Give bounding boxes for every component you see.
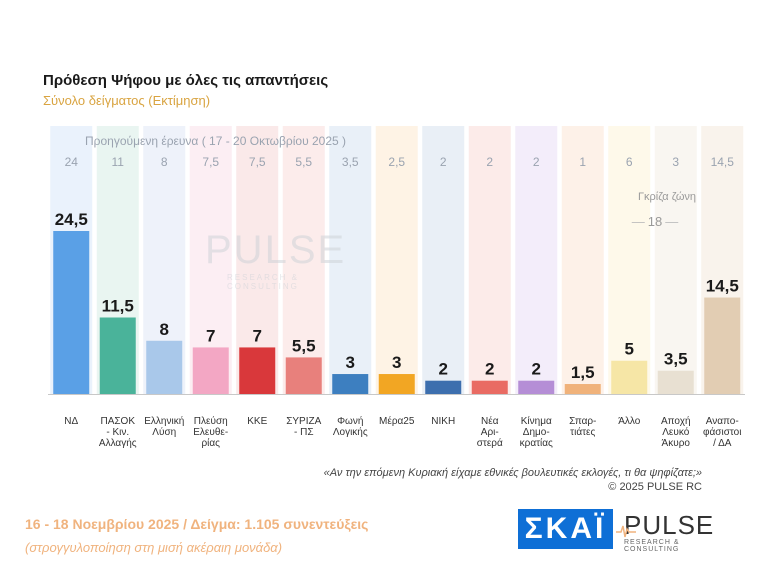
category-label: Άλλο — [618, 416, 641, 427]
bar — [146, 340, 183, 394]
bar — [704, 297, 741, 394]
value-label: 14,5 — [706, 277, 739, 296]
watermark-sub: RESEARCH & CONSULTING — [227, 273, 300, 291]
rounding-note: (στρογγυλοποίηση στη μισή ακέραιη μονάδα… — [25, 540, 283, 555]
previous-value: 2 — [440, 155, 447, 169]
value-label: 24,5 — [55, 210, 88, 229]
copyright: © 2025 PULSE RC — [608, 481, 702, 493]
bar — [332, 374, 369, 394]
previous-value: 2,5 — [388, 155, 405, 169]
category-label: ΝΔ — [64, 416, 78, 427]
category-label: ΚΚΕ — [247, 416, 267, 427]
previous-survey-label: Προηγούμενη έρευνα ( 17 - 20 Οκτωβρίου 2… — [85, 134, 346, 148]
column-tint — [329, 126, 372, 394]
survey-dates-sample: 16 - 18 Νοεμβρίου 2025 / Δείγμα: 1.105 σ… — [25, 516, 369, 532]
previous-value: 7,5 — [202, 155, 219, 169]
pulse-watermark: PULSE RESEARCH & CONSULTING — [205, 228, 365, 291]
category-label: Σπαρ-τιάτες — [569, 416, 596, 438]
pulse-wave-icon — [616, 525, 636, 538]
bar — [518, 380, 555, 394]
survey-question: «Αν την επόμενη Κυριακή είχαμε εθνικές β… — [323, 467, 702, 479]
previous-value: 5,5 — [295, 155, 312, 169]
column-tint — [282, 126, 325, 394]
value-label: 7 — [253, 326, 262, 345]
category-label: Μέρα25 — [379, 415, 415, 427]
bar — [611, 360, 648, 394]
bar — [564, 384, 601, 394]
value-label: 11,5 — [102, 296, 134, 315]
column-tint — [422, 126, 465, 394]
previous-value: 7,5 — [249, 155, 266, 169]
column-tint — [561, 126, 604, 394]
bar — [471, 380, 508, 394]
category-label: Πλεύση Ελευθε-ρίας — [193, 415, 228, 449]
category-label: Ελληνική Λύση — [144, 415, 184, 438]
category-label: ΝΙΚΗ — [431, 416, 455, 427]
value-label: 2 — [485, 360, 494, 379]
bar — [99, 317, 136, 394]
previous-value: 1 — [579, 155, 586, 169]
pulse-logo: PULSE RESEARCH & CONSULTING — [616, 510, 734, 553]
category-label: Αποχή Λευκό Άκυρο — [661, 415, 691, 449]
column-tint — [515, 126, 558, 394]
bar — [239, 347, 276, 394]
previous-value: 6 — [626, 155, 633, 169]
skai-logo: ΣΚΑΪ — [518, 509, 613, 549]
category-label: Αναπο-φάσιστοι / ΔΑ — [703, 416, 741, 449]
category-label: Κίνημα Δημο-κρατίας — [520, 415, 553, 449]
column-tint — [608, 126, 651, 394]
value-label: 3 — [346, 353, 355, 372]
previous-value: 8 — [161, 155, 168, 169]
grey-zone-label: Γκρίζα ζώνη — [637, 191, 697, 203]
pulse-logo-sub: RESEARCH & CONSULTING — [624, 539, 680, 553]
value-label: 5,5 — [292, 336, 316, 355]
watermark-text: PULSE — [205, 228, 347, 272]
category-label: Νέα Αρι-στερά — [477, 415, 503, 449]
pulse-logo-text: PULSE — [624, 510, 715, 540]
previous-value: 2 — [533, 155, 540, 169]
chart-subtitle: Σύνολο δείγματος (Εκτίμηση) — [43, 93, 211, 108]
previous-value: 11 — [112, 155, 125, 169]
category-label: ΣΥΡΙΖΑ - ΠΣ — [286, 416, 321, 438]
value-label: 5 — [625, 340, 634, 359]
chart-title: Πρόθεση Ψήφου με όλες τις απαντήσεις — [43, 72, 329, 89]
previous-value: 24 — [65, 155, 79, 169]
column-tint — [654, 126, 697, 394]
category-label: ΠΑΣΟΚ - Κιν. Αλλαγής — [99, 416, 137, 449]
category-label: Φωνή Λογικής — [333, 415, 368, 438]
bar — [192, 347, 229, 394]
value-label: 8 — [160, 320, 169, 339]
bar — [657, 370, 694, 394]
bar — [285, 357, 322, 394]
previous-value: 3,5 — [342, 155, 359, 169]
value-label: 3 — [392, 353, 401, 372]
value-label: 3,5 — [664, 350, 688, 369]
value-label: 1,5 — [571, 363, 595, 382]
previous-value: 3 — [672, 155, 679, 169]
bar — [53, 231, 90, 394]
grey-zone-value: 18 — [620, 214, 690, 229]
previous-value: 14,5 — [711, 155, 735, 169]
value-label: 7 — [206, 326, 215, 345]
value-label: 2 — [439, 360, 448, 379]
bar — [425, 380, 462, 394]
previous-value: 2 — [486, 155, 493, 169]
column-tint — [468, 126, 511, 394]
bar — [378, 374, 415, 394]
value-label: 2 — [532, 360, 541, 379]
column-tint — [375, 126, 418, 394]
